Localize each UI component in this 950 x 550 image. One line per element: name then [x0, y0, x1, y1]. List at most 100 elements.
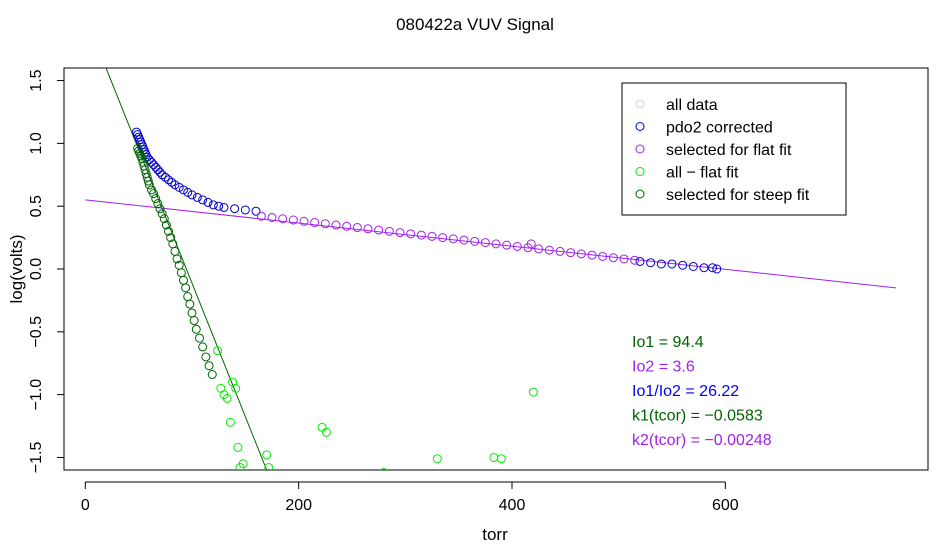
- x-tick-label: 400: [499, 497, 526, 514]
- data-point: [146, 157, 156, 167]
- y-tick-label: −1.5: [28, 442, 45, 474]
- data-point: [470, 236, 480, 246]
- data-point: [178, 275, 188, 285]
- data-point: [608, 253, 618, 263]
- data-point: [198, 342, 208, 352]
- legend-label: pdo2 corrected: [666, 120, 773, 137]
- data-point: [288, 215, 298, 225]
- data-point: [191, 324, 201, 334]
- data-point: [352, 223, 362, 233]
- data-point: [496, 454, 506, 464]
- data-point: [157, 170, 167, 180]
- data-point: [213, 346, 223, 356]
- data-point: [164, 175, 174, 185]
- steep-fit-line: [105, 68, 268, 470]
- data-point: [181, 283, 191, 293]
- data-point: [207, 370, 217, 380]
- data-point: [526, 239, 536, 249]
- data-point: [406, 229, 416, 239]
- data-point: [240, 205, 250, 215]
- data-point: [534, 244, 544, 254]
- data-point: [198, 195, 208, 205]
- data-point: [149, 160, 159, 170]
- fit-annotation: k1(tcor) = −0.0583: [632, 408, 763, 425]
- data-point: [153, 165, 163, 175]
- data-point: [187, 308, 197, 318]
- data-point: [502, 240, 512, 250]
- data-point: [161, 220, 171, 230]
- data-point: [222, 393, 232, 403]
- data-point: [230, 204, 240, 214]
- data-point: [656, 259, 666, 269]
- fit-annotations: Io1 = 94.4 Io2 = 3.6 Io1/Io2 = 26.22 k1(tco…: [632, 334, 772, 449]
- legend-label: selected for flat fit: [666, 142, 792, 159]
- data-point: [219, 202, 229, 212]
- data-point: [380, 468, 388, 470]
- data-point: [251, 206, 261, 216]
- legend: all data pdo2 corrected selected for flat …: [621, 82, 847, 216]
- data-point: [363, 224, 373, 234]
- y-tick-label: −1.0: [28, 379, 45, 411]
- data-point: [189, 316, 199, 326]
- data-point: [416, 230, 426, 240]
- data-point: [187, 190, 197, 200]
- data-point: [438, 233, 448, 243]
- data-point: [699, 263, 709, 273]
- data-point: [208, 200, 218, 210]
- data-point: [167, 177, 177, 187]
- legend-box: [621, 82, 847, 216]
- data-point: [157, 209, 167, 219]
- data-point: [214, 201, 224, 211]
- data-point: [432, 454, 442, 464]
- data-point: [166, 233, 176, 243]
- data-point: [174, 182, 184, 192]
- data-point: [528, 387, 538, 397]
- data-point: [183, 187, 193, 197]
- data-point: [688, 261, 698, 271]
- data-point: [317, 422, 327, 432]
- data-point: [310, 218, 320, 228]
- legend-marker: [635, 189, 645, 199]
- data-point: [183, 292, 193, 302]
- data-point: [331, 220, 341, 230]
- data-point: [491, 239, 501, 249]
- data-point: [204, 361, 214, 371]
- data-point: [172, 254, 182, 264]
- data-point: [155, 204, 165, 214]
- data-point: [164, 226, 174, 236]
- series-selected-for-steep-fit: [133, 143, 217, 380]
- data-point: [321, 427, 331, 437]
- data-point: [203, 197, 213, 207]
- plot-area: [63, 67, 929, 471]
- data-point: [231, 383, 241, 393]
- x-tick-label: 600: [712, 497, 739, 514]
- data-point: [151, 194, 161, 204]
- legend-marker: [635, 99, 645, 109]
- data-point: [320, 219, 330, 229]
- data-point: [512, 241, 522, 251]
- data-point: [149, 189, 159, 199]
- data-point: [587, 250, 597, 260]
- data-point: [238, 459, 248, 469]
- x-tick-label: 0: [81, 497, 90, 514]
- data-point: [233, 442, 243, 452]
- data-point: [427, 231, 437, 241]
- data-point: [178, 185, 188, 195]
- data-point: [342, 221, 352, 231]
- data-point: [144, 180, 154, 190]
- flat-fit-line: [85, 199, 897, 289]
- y-axis: −1.5 −1.0 −0.5 0.0 0.5 1.0 1.5: [28, 69, 65, 474]
- data-point: [448, 234, 458, 244]
- data-point: [267, 212, 277, 222]
- data-point: [459, 235, 469, 245]
- data-point: [708, 263, 718, 273]
- data-point: [225, 417, 235, 427]
- data-point: [256, 211, 266, 221]
- data-point: [576, 249, 586, 259]
- data-point: [667, 259, 677, 269]
- series-all-flat-fit: [213, 346, 538, 470]
- x-axis-label: torr: [482, 525, 508, 544]
- legend-marker: [635, 167, 645, 176]
- legend-marker: [635, 144, 645, 154]
